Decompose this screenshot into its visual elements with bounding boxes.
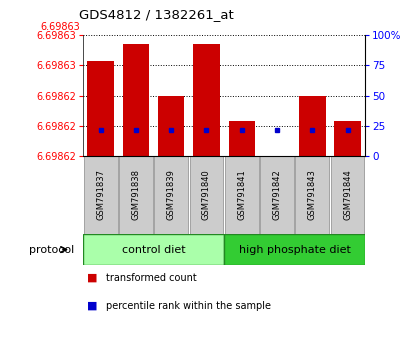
Text: ■: ■: [87, 273, 98, 282]
Text: control diet: control diet: [122, 245, 186, 255]
Bar: [84, 156, 117, 234]
Text: GSM791838: GSM791838: [132, 169, 140, 220]
Bar: [83, 234, 224, 266]
Bar: [123, 44, 149, 156]
Text: transformed count: transformed count: [106, 273, 197, 282]
Bar: [260, 156, 294, 234]
Bar: [331, 156, 364, 234]
Text: GSM791843: GSM791843: [308, 169, 317, 220]
Bar: [225, 156, 259, 234]
Bar: [119, 156, 153, 234]
Text: protocol: protocol: [29, 245, 75, 255]
Text: high phosphate diet: high phosphate diet: [239, 245, 351, 255]
Bar: [295, 156, 329, 234]
Text: GSM791837: GSM791837: [96, 169, 105, 220]
Text: GSM791841: GSM791841: [237, 169, 246, 220]
Text: GSM791839: GSM791839: [167, 169, 176, 220]
Text: ■: ■: [87, 301, 98, 311]
Text: GSM791844: GSM791844: [343, 169, 352, 220]
Bar: [299, 96, 325, 156]
Text: GSM791842: GSM791842: [273, 169, 281, 220]
Text: percentile rank within the sample: percentile rank within the sample: [106, 301, 271, 311]
Bar: [88, 61, 114, 156]
Text: GDS4812 / 1382261_at: GDS4812 / 1382261_at: [79, 8, 234, 21]
Bar: [229, 121, 255, 156]
Bar: [224, 234, 365, 266]
Text: GSM791840: GSM791840: [202, 169, 211, 220]
Bar: [193, 44, 220, 156]
Bar: [334, 121, 361, 156]
Bar: [154, 156, 188, 234]
Text: 6.69863: 6.69863: [40, 22, 80, 32]
Bar: [158, 96, 184, 156]
Bar: [190, 156, 223, 234]
